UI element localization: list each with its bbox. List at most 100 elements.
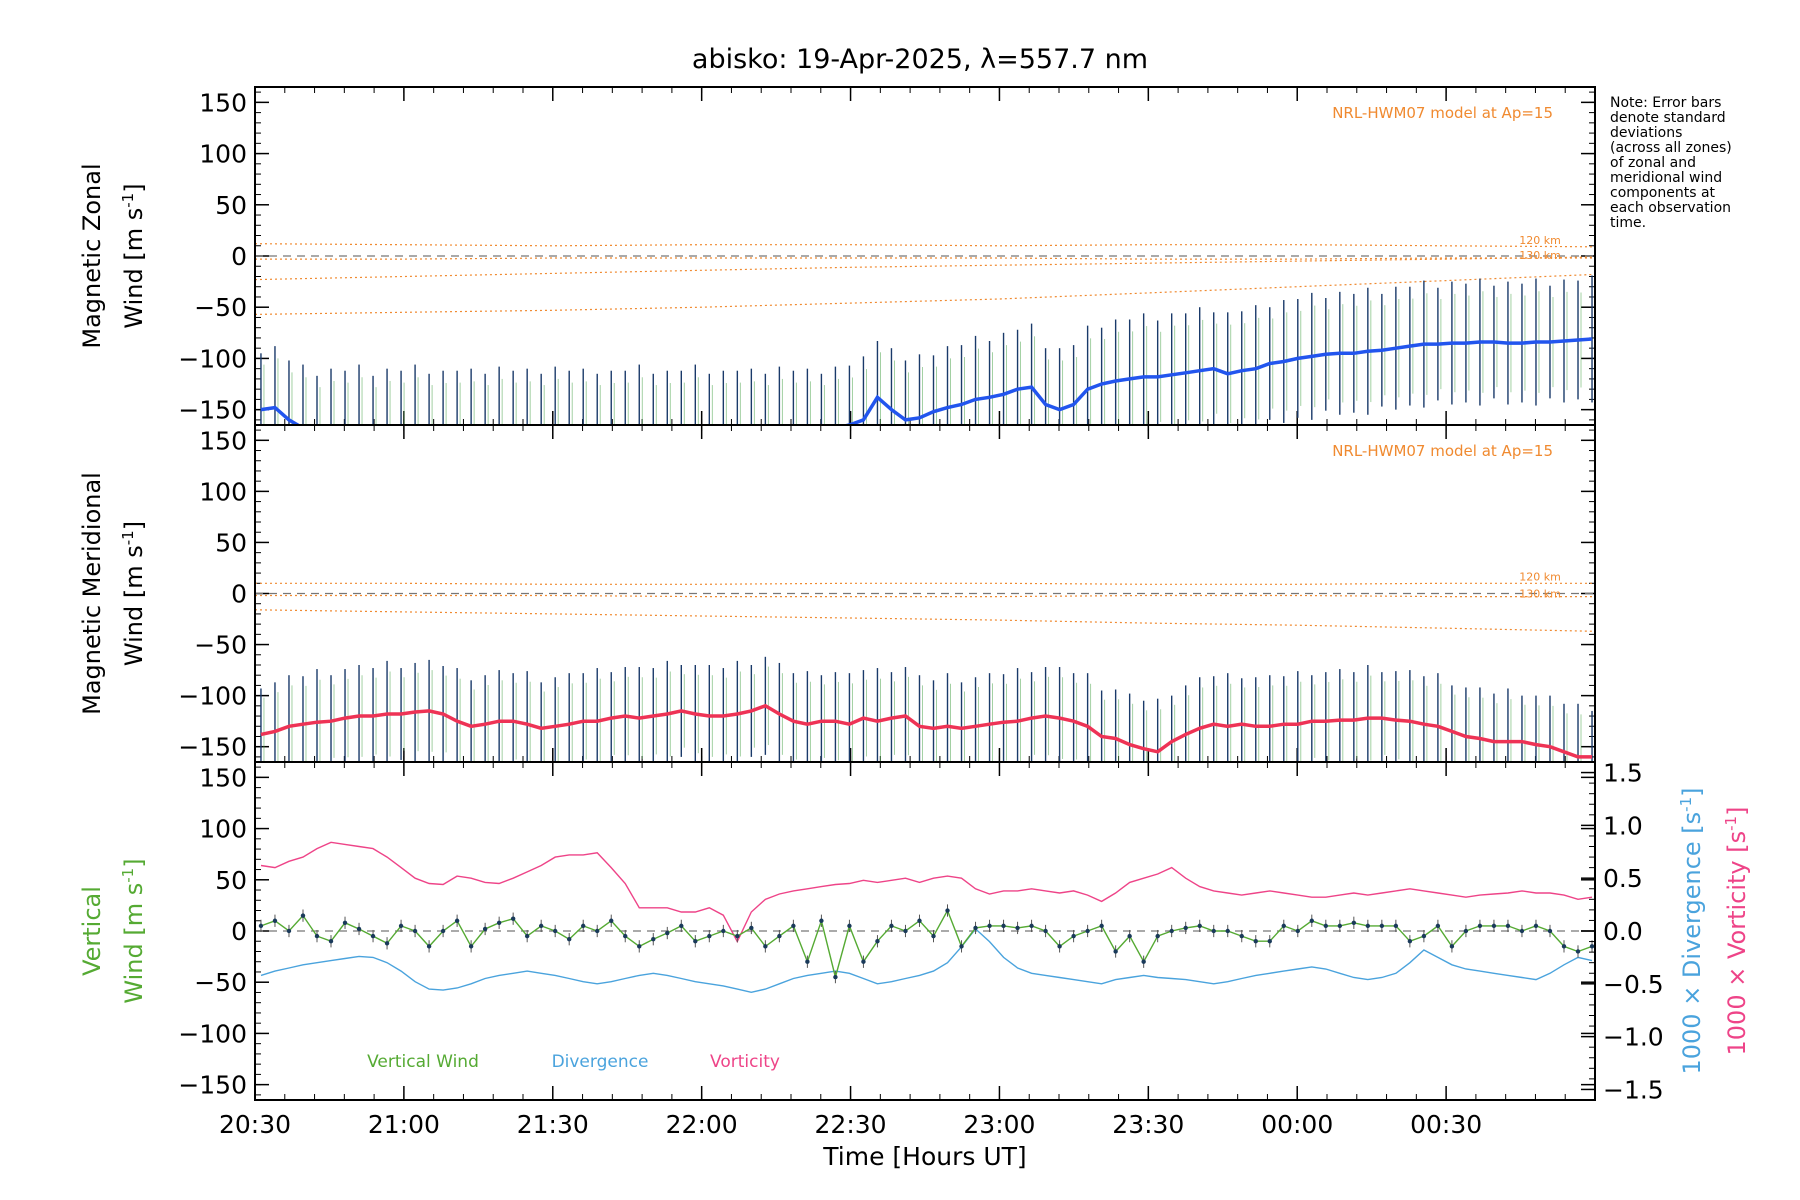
vertical-wind-point: [875, 939, 880, 944]
vertical-wind-point: [1239, 933, 1244, 939]
y-tick-label: 150: [199, 88, 247, 117]
y-tick-label: 150: [199, 763, 247, 792]
vertical-wind-point: [342, 920, 348, 926]
plot-area: [255, 243, 1595, 425]
model-line: [255, 257, 1595, 260]
vertical-wind-point: [1127, 933, 1132, 939]
y-tick-label: 0: [231, 580, 247, 609]
y-tick-label: −50: [194, 293, 247, 322]
panel-3: 150 100 50 0 −50 −100 −150 Vertical Wind [m s-1]…: [78, 759, 1751, 1105]
vertical-wind-point: [1337, 923, 1343, 929]
vertical-wind-point: [1435, 923, 1441, 929]
y-tick-label: 50: [215, 191, 247, 220]
zonal-wind-line: [260, 337, 1593, 425]
vertical-wind-point: [1211, 928, 1216, 934]
y2-tick-label: 1.0: [1603, 811, 1643, 840]
vertical-wind-point: [1015, 925, 1020, 931]
y-tick-label: −150: [178, 733, 247, 762]
vertical-wind-point: [1491, 923, 1497, 929]
vertical-wind-point: [721, 928, 726, 934]
legend-item: Divergence: [552, 1052, 649, 1072]
vertical-wind-point: [973, 925, 978, 931]
vertical-wind-point: [524, 933, 530, 939]
vertical-wind-point: [440, 928, 446, 934]
vertical-wind-point: [1225, 928, 1230, 934]
y2-axis-label-vorticity: 1000 × Vorticity [s-1]: [1722, 807, 1751, 1056]
vertical-wind-point: [286, 928, 292, 934]
model-line: [255, 609, 1595, 632]
vertical-wind-point: [1155, 933, 1160, 939]
vertical-wind-point: [903, 928, 908, 934]
vorticity-line: [260, 841, 1593, 944]
x-tick-label: 22:30: [815, 1110, 887, 1139]
vertical-wind-point: [314, 933, 320, 939]
vertical-wind-point: [609, 918, 614, 923]
note-line: meridional wind: [1610, 170, 1723, 186]
panel-frame: [254, 761, 1596, 1101]
note-text: Note: Error bars denote standard deviation…: [1610, 96, 1795, 231]
chart-title: abisko: 19-Apr-2025, λ=557.7 nm: [692, 44, 1148, 75]
vertical-wind-point: [623, 933, 628, 939]
vertical-wind-point: [749, 925, 754, 931]
vertical-wind-point: [1183, 925, 1188, 931]
vertical-wind-point: [917, 918, 922, 923]
vertical-wind-point: [1169, 928, 1174, 934]
vertical-wind-point: [1085, 928, 1090, 934]
y2-axis-label-divergence: 1000 × Divergence [s-1]: [1677, 787, 1706, 1074]
model-line: [255, 273, 1595, 315]
panel-1: 150 100 50 0 −50 −100 −150 Magnetic Zonal Wind […: [78, 86, 1596, 426]
vertical-wind-point: [1407, 939, 1413, 944]
vertical-wind-point: [1001, 923, 1006, 929]
note-line: (across all zones): [1610, 140, 1732, 156]
vertical-wind-point: [763, 944, 768, 949]
vertical-wind-point: [665, 930, 670, 936]
vertical-wind-point: [889, 923, 894, 929]
vertical-wind-point: [1043, 928, 1048, 934]
vertical-wind-point: [1253, 939, 1258, 944]
vertical-wind-point: [1533, 923, 1539, 929]
model-line-label: 120 km: [1519, 570, 1561, 583]
vertical-wind-point: [637, 944, 642, 949]
y-tick-label: −150: [178, 396, 247, 425]
vertical-wind-point: [1141, 959, 1146, 964]
vertical-wind-point: [959, 944, 964, 949]
model-label: NRL-HWM07 model at Ap=15: [1332, 442, 1553, 460]
y2-tick-label: −1.5: [1603, 1075, 1664, 1104]
x-tick-label: 23:30: [1112, 1110, 1184, 1139]
y-tick-label: −100: [178, 344, 247, 373]
model-line: [255, 243, 1595, 248]
y-tick-label: 100: [199, 477, 247, 506]
x-tick-label: 00:00: [1261, 1110, 1333, 1139]
vertical-wind-point: [1351, 920, 1357, 926]
vertical-wind-point: [1505, 923, 1511, 929]
y2-tick-label: 0.0: [1603, 917, 1643, 946]
y-tick-label: 0: [231, 242, 247, 271]
vertical-wind-point: [1379, 923, 1385, 929]
vertical-wind-point: [679, 923, 684, 929]
vertical-wind-point: [384, 941, 390, 946]
vertical-wind-point: [777, 933, 782, 939]
x-tick-label: 21:00: [368, 1110, 440, 1139]
y-tick-label: −100: [178, 1019, 247, 1048]
model-label: NRL-HWM07 model at Ap=15: [1332, 104, 1553, 122]
plot-area: [255, 582, 1595, 762]
vertical-wind-point: [1099, 923, 1104, 929]
y-axis-label: Vertical: [78, 886, 106, 976]
y2-tick-label: 1.5: [1603, 759, 1643, 788]
vertical-wind-point: [931, 933, 936, 939]
note-line: time.: [1610, 215, 1647, 231]
note-line: denote standard: [1610, 110, 1726, 126]
vertical-wind-point: [833, 974, 838, 980]
vertical-wind-point: [1309, 918, 1314, 923]
y2-tick-label: −1.0: [1603, 1023, 1664, 1052]
y-axis-label: Magnetic Meridional: [78, 472, 106, 715]
vertical-wind-point: [819, 918, 824, 923]
y2-tick-label: 0.5: [1603, 864, 1643, 893]
note-line: of zonal and: [1610, 155, 1696, 171]
x-tick-label: 21:30: [517, 1110, 589, 1139]
vertical-wind-point: [847, 923, 852, 929]
vertical-wind-point: [468, 944, 474, 949]
note-line: Note: Error bars: [1610, 95, 1722, 111]
x-tick-label: 00:30: [1410, 1110, 1482, 1139]
vertical-wind-point: [1057, 944, 1062, 949]
